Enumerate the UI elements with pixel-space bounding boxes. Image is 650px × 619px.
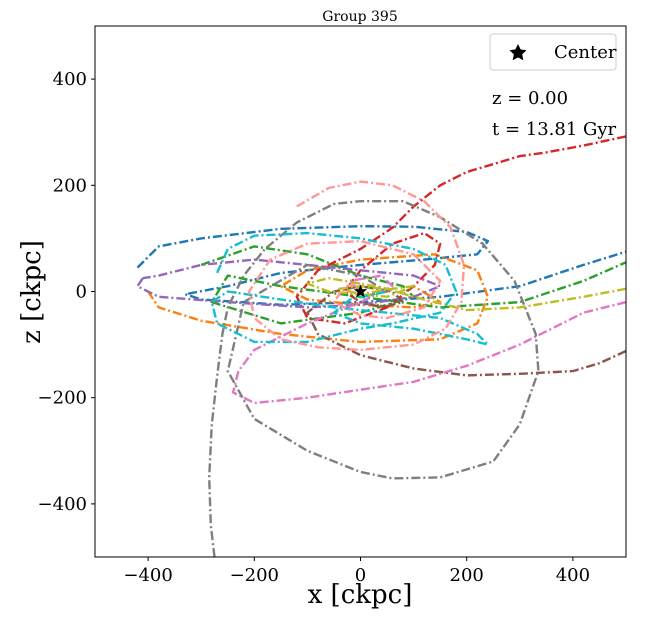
x-tick-label: −400 [123, 565, 172, 586]
series-track-red [295, 135, 626, 325]
star-icon [509, 44, 527, 61]
series-track-green [200, 245, 626, 325]
legend-label: Center [554, 42, 617, 63]
legend: Center [489, 33, 617, 71]
y-tick-label: −400 [38, 494, 87, 515]
x-tick-label: 200 [450, 565, 484, 586]
x-axis-label: x [ckpc] [308, 580, 413, 610]
center-marker [353, 284, 368, 298]
chart-title: Group 395 [322, 9, 397, 25]
x-tick-label: 400 [556, 565, 590, 586]
y-tick-label: 200 [53, 175, 87, 196]
y-axis: −400 −200 0 200 400 [38, 69, 95, 515]
series-track-pink [231, 274, 626, 405]
series-track-salmon [247, 180, 466, 352]
y-tick-label: 0 [76, 282, 87, 303]
series-track-orange [147, 253, 490, 344]
series-track-brown [306, 285, 626, 377]
series-track-olive [306, 277, 626, 312]
series-track-gray [208, 200, 540, 557]
legend-box [489, 33, 617, 71]
x-axis: −400 −200 0 200 400 [123, 557, 590, 586]
series-track-purple [136, 258, 442, 309]
time-annotation: t = 13.81 Gyr [492, 119, 617, 140]
redshift-annotation: z = 0.00 [492, 88, 568, 109]
y-tick-label: 400 [53, 69, 87, 90]
y-axis-label: z [ckpc] [17, 240, 47, 344]
x-tick-label: −200 [230, 565, 279, 586]
x-tick-label: 0 [355, 565, 366, 586]
y-tick-label: −200 [38, 388, 87, 409]
series-track-blue [136, 225, 626, 306]
series-track-cyan [210, 231, 490, 346]
series-layer [136, 135, 626, 557]
